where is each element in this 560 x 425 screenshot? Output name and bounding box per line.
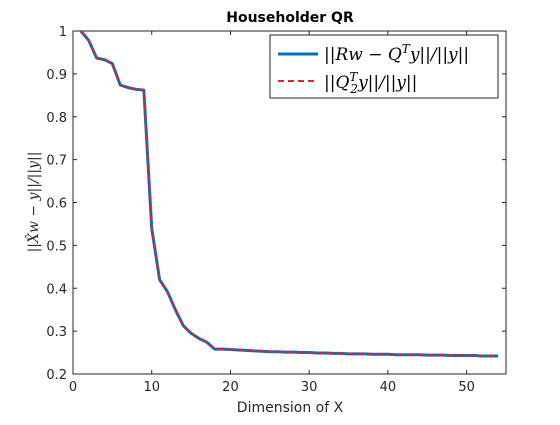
y-tick-label: 0.3: [46, 325, 67, 340]
y-tick-label: 0.6: [46, 197, 67, 212]
y-tick-label: 0.8: [46, 111, 67, 126]
x-tick-label: 40: [380, 380, 397, 395]
x-tick-label: 20: [222, 380, 239, 395]
legend-label-series-2: ||QT 2y||/||y||: [324, 70, 417, 96]
legend: ||Rw − QTy||/||y|| ||QT 2y||/||y||: [269, 34, 499, 99]
series-line-2: [80, 30, 499, 357]
legend-label-series-1: ||Rw − QTy||/||y||: [324, 42, 469, 65]
x-tick-label: 10: [143, 380, 160, 395]
series-layer: [79, 30, 499, 358]
x-tick-label: 30: [301, 380, 318, 395]
y-tick-label: 0.7: [46, 154, 67, 169]
y-tick-label: 0.2: [46, 368, 67, 383]
y-tick-label: 1: [59, 25, 67, 40]
x-tick-label: 0: [69, 380, 77, 395]
y-tick-label: 0.4: [46, 282, 67, 297]
x-tick-label: 50: [458, 380, 475, 395]
x-axis-label: Dimension of X: [237, 400, 344, 416]
y-tick-label: 0.5: [46, 239, 67, 254]
chart-title: Householder QR: [226, 10, 354, 26]
y-axis-label: ||X̂w − y||/||y||: [24, 152, 42, 253]
svg-text:||X̂w − y||/||y||: ||X̂w − y||/||y||: [24, 152, 42, 253]
y-tick-label: 0.9: [46, 68, 67, 83]
legend-box: [269, 34, 499, 99]
axis-ticks: 0 10 20 30 40 50 0.2 0.3 0.4 0.5 0.6 0.7 0.8 0.9 1: [46, 25, 506, 395]
